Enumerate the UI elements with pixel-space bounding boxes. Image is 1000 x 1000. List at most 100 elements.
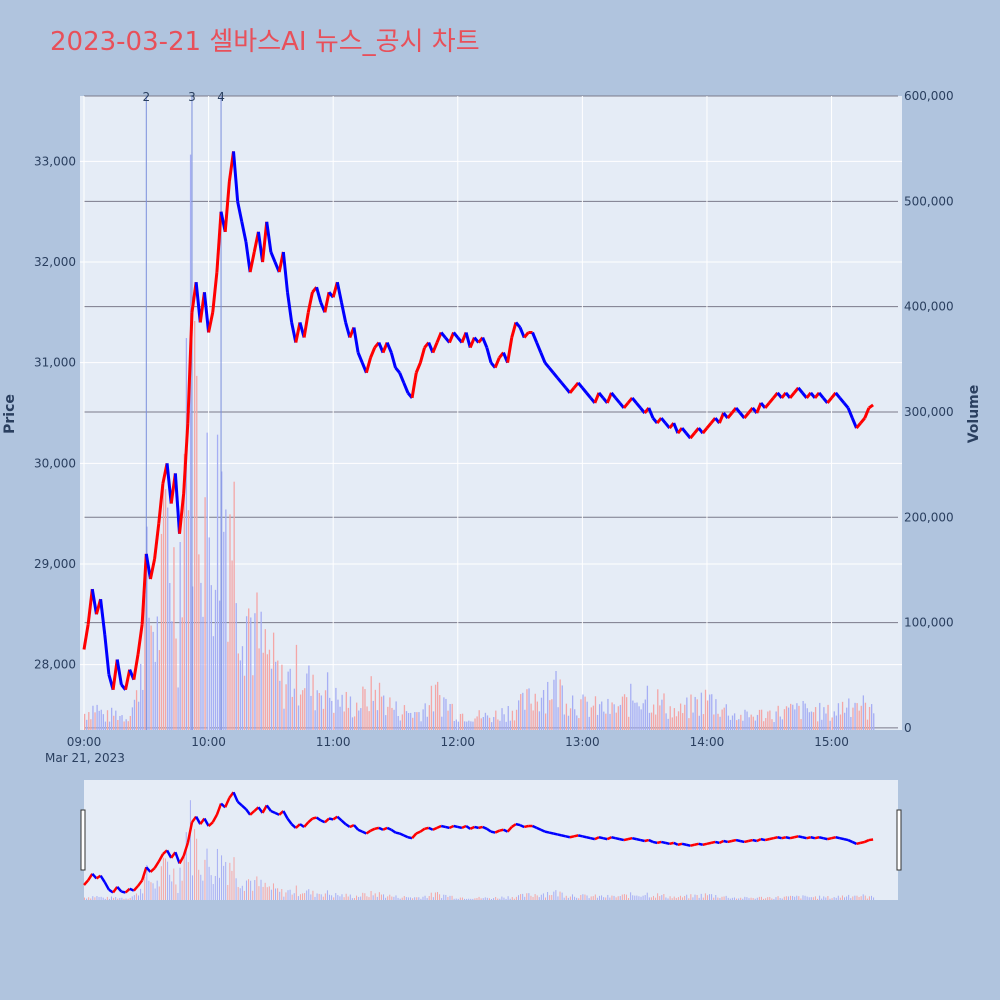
mini-volume-bar bbox=[860, 896, 862, 900]
volume-bar bbox=[758, 709, 761, 730]
mini-price-segment bbox=[718, 839, 725, 845]
mini-volume-bar bbox=[787, 896, 789, 900]
price-segment bbox=[859, 417, 866, 425]
y2-tick-label: 100,000 bbox=[904, 616, 954, 630]
mini-volume-bar bbox=[632, 895, 634, 900]
mini-volume-bar bbox=[318, 893, 320, 900]
price-segment bbox=[672, 422, 680, 434]
mini-volume-bar bbox=[576, 897, 578, 900]
y-tick-label: 31,000 bbox=[34, 356, 76, 370]
mini-price-segment bbox=[806, 836, 812, 840]
mini-price-segment bbox=[328, 817, 334, 821]
mini-price-segment bbox=[461, 824, 467, 830]
mini-volume-bar bbox=[187, 862, 189, 900]
mini-price-segment bbox=[153, 860, 160, 869]
mini-volume-bar bbox=[817, 898, 819, 900]
mini-price-segment bbox=[856, 841, 861, 846]
price-segment bbox=[402, 382, 410, 394]
volume-bar bbox=[765, 718, 767, 730]
range-slider-price bbox=[83, 791, 874, 894]
range-slider-left-handle[interactable] bbox=[80, 809, 86, 871]
volume-bar bbox=[266, 654, 269, 730]
mini-volume-bar bbox=[702, 897, 704, 900]
volume-bar bbox=[250, 617, 252, 730]
mini-price-segment bbox=[519, 823, 525, 829]
price-segment bbox=[585, 391, 592, 399]
mini-volume-bar bbox=[501, 896, 503, 900]
mini-price-segment bbox=[265, 804, 272, 812]
mini-volume-bar bbox=[760, 896, 762, 900]
mini-volume-bar bbox=[578, 898, 580, 900]
mini-volume-bar bbox=[432, 897, 434, 900]
mini-price-segment bbox=[448, 824, 455, 830]
mini-price-segment bbox=[839, 836, 845, 841]
mini-price-segment bbox=[207, 821, 214, 827]
volume-bar bbox=[90, 719, 92, 730]
mini-price-segment bbox=[748, 838, 753, 843]
mini-volume-bar bbox=[183, 852, 185, 900]
mini-volume-bar bbox=[434, 892, 436, 900]
mini-volume-bar bbox=[291, 894, 293, 900]
price-segment bbox=[194, 282, 202, 323]
volume-bar bbox=[324, 690, 327, 730]
mini-price-segment bbox=[324, 817, 330, 824]
price-segment bbox=[531, 331, 539, 344]
volume-bar bbox=[239, 660, 242, 730]
mini-volume-bar bbox=[341, 894, 343, 900]
price-segment bbox=[340, 301, 348, 323]
volume-bar bbox=[204, 497, 206, 730]
volume-bar bbox=[407, 712, 410, 730]
mini-volume-bar bbox=[856, 895, 858, 900]
price-segment bbox=[232, 151, 240, 202]
mini-volume-bar bbox=[719, 898, 721, 900]
range-slider[interactable] bbox=[84, 780, 898, 900]
mini-volume-bar bbox=[559, 891, 561, 900]
volume-bar bbox=[652, 704, 655, 730]
mini-price-segment bbox=[752, 838, 758, 843]
mini-price-segment bbox=[598, 836, 604, 840]
mini-volume-bar bbox=[127, 898, 129, 900]
volume-bar bbox=[434, 684, 437, 730]
mini-volume-bar bbox=[250, 880, 252, 900]
volume-bar bbox=[569, 708, 572, 730]
volume-bar bbox=[223, 531, 225, 730]
mini-volume-bar bbox=[488, 898, 490, 900]
mini-price-segment bbox=[83, 879, 90, 886]
volume-bar bbox=[667, 718, 669, 730]
mini-volume-bar bbox=[295, 885, 297, 900]
mini-volume-bar bbox=[630, 892, 632, 900]
mini-volume-bar bbox=[376, 896, 378, 900]
volume-bar bbox=[690, 694, 692, 730]
range-slider-right-handle[interactable] bbox=[896, 809, 902, 871]
volume-bar bbox=[339, 706, 341, 730]
mini-volume-bar bbox=[439, 894, 441, 900]
price-segment bbox=[244, 241, 252, 273]
mini-volume-bar bbox=[814, 896, 816, 900]
mini-price-segment bbox=[735, 838, 741, 843]
mini-volume-bar bbox=[289, 889, 291, 900]
volume-bar bbox=[860, 705, 862, 730]
mini-volume-bar bbox=[733, 897, 735, 900]
volume-bar bbox=[760, 709, 763, 730]
volume-bar bbox=[470, 721, 472, 730]
price-segment bbox=[510, 322, 518, 338]
volume-bar bbox=[424, 703, 426, 730]
volume-bar bbox=[499, 720, 501, 730]
volume-bar bbox=[655, 714, 657, 730]
mini-volume-bar bbox=[360, 896, 362, 900]
mini-volume-bar bbox=[169, 874, 171, 900]
mini-volume-bar bbox=[94, 897, 96, 900]
volume-bar bbox=[806, 708, 808, 730]
mini-volume-bar bbox=[430, 892, 432, 900]
mini-price-segment bbox=[424, 826, 429, 831]
price-segment bbox=[464, 332, 472, 348]
mini-volume-bar bbox=[586, 895, 588, 900]
volume-bar bbox=[430, 685, 433, 730]
volume-bar bbox=[94, 712, 96, 730]
volume-bar bbox=[264, 629, 266, 730]
volume-bar bbox=[488, 717, 491, 730]
volume-bar bbox=[198, 554, 200, 730]
volume-bar bbox=[351, 717, 354, 730]
volume-bar bbox=[798, 705, 800, 730]
mini-price-segment bbox=[623, 837, 629, 842]
